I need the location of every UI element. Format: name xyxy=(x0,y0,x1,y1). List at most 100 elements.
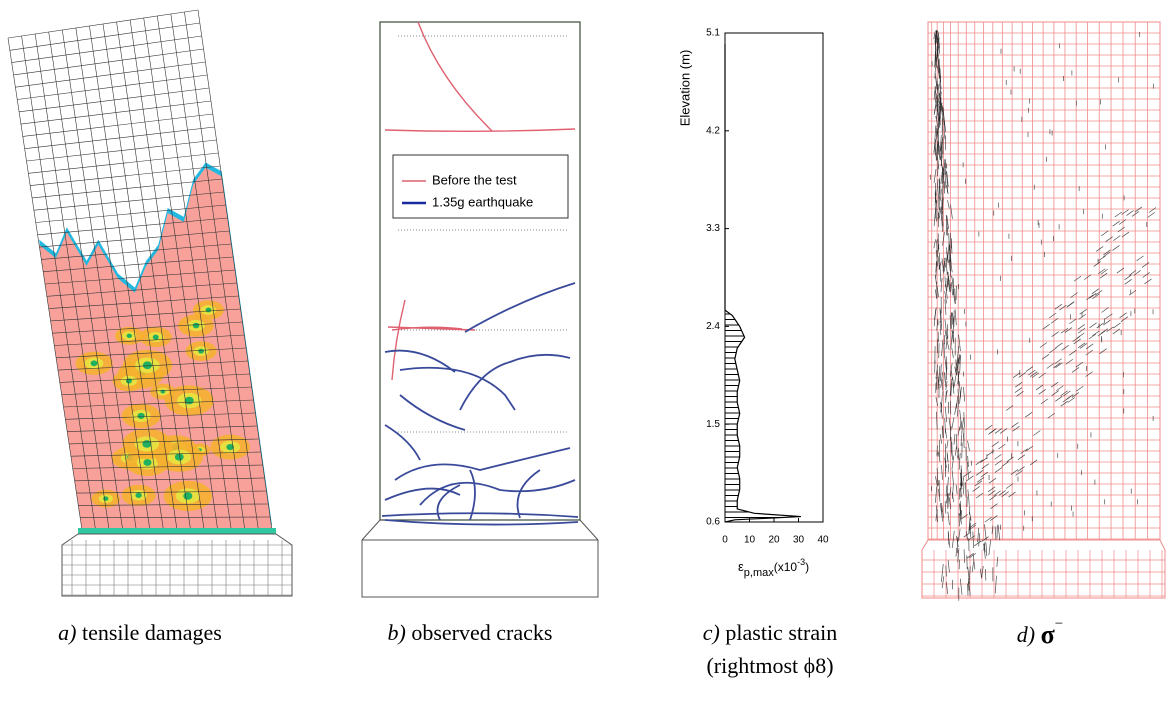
crack-quake xyxy=(420,480,575,505)
stress-arrow xyxy=(994,454,1001,459)
stress-arrow xyxy=(1055,304,1062,309)
legend-label: Before the test xyxy=(432,172,517,187)
x-axis-label: εp,max(x10-3) xyxy=(738,557,809,579)
stress-arrow xyxy=(959,381,960,397)
captions: a) tensile damages b) observed cracks c)… xyxy=(58,616,1063,678)
stress-arrow xyxy=(1018,467,1025,472)
legend-label: 1.35g earthquake xyxy=(432,194,533,209)
stress-arrow xyxy=(939,366,940,382)
y-tick-label: 4.2 xyxy=(706,125,720,136)
stress-arrow xyxy=(1025,412,1032,417)
stress-arrow xyxy=(995,526,996,540)
stress-arrow xyxy=(985,425,992,430)
mesh-line xyxy=(30,166,220,186)
crack-before xyxy=(392,300,405,380)
stress-arrow xyxy=(948,200,950,208)
damage-spot xyxy=(142,440,151,448)
caption: c) plastic strain xyxy=(703,620,837,645)
stress-arrow xyxy=(951,264,952,273)
stress-arrow xyxy=(1096,246,1103,251)
stress-arrow xyxy=(1126,211,1133,216)
stress-arrow xyxy=(940,321,941,335)
mesh-line xyxy=(17,75,207,100)
crack-quake xyxy=(518,470,541,518)
stress-arrow xyxy=(1078,324,1085,329)
stress-arrow xyxy=(1033,430,1040,435)
stress-arrow xyxy=(1113,323,1120,328)
mesh-line xyxy=(25,127,215,149)
x-axis-label-part: -3 xyxy=(797,557,805,567)
x-tick-label: 40 xyxy=(817,535,829,546)
stress-arrow xyxy=(1142,262,1149,267)
y-tick-label: 1.5 xyxy=(706,419,720,430)
stress-arrow xyxy=(947,440,948,448)
stress-arrow xyxy=(966,476,973,481)
stress-arrow xyxy=(988,429,995,434)
stress-arrow xyxy=(1113,221,1120,226)
stress-arrow xyxy=(985,517,992,522)
x-tick-label: 30 xyxy=(793,535,805,546)
caption-text: (rightmost ϕ8) xyxy=(706,653,833,678)
stress-arrow xyxy=(995,468,1002,473)
panel-a xyxy=(8,10,292,596)
caption-label: a) xyxy=(58,620,76,645)
stress-arrow xyxy=(1148,212,1155,217)
stress-arrow xyxy=(1086,350,1093,355)
stress-arrow xyxy=(954,434,955,445)
stress-arrow xyxy=(1106,327,1113,332)
damage-spot xyxy=(153,335,159,340)
stress-arrow xyxy=(1041,399,1048,404)
stress-arrow xyxy=(952,348,954,358)
stress-arrow xyxy=(946,391,947,403)
stress-arrow xyxy=(976,493,983,498)
damage-spot xyxy=(143,361,152,369)
caption-label: b) xyxy=(388,620,406,645)
caption-label: d) xyxy=(1017,622,1035,647)
stress-arrow xyxy=(952,469,953,484)
base-strip xyxy=(78,528,276,534)
mesh-line xyxy=(27,140,217,161)
stress-arrow xyxy=(936,148,937,160)
stress-arrow xyxy=(998,444,1005,449)
stress-arrow xyxy=(960,579,962,595)
stress-arrow xyxy=(1113,236,1120,241)
caption: d) σ− xyxy=(1017,616,1063,649)
stress-arrow xyxy=(942,340,943,356)
stress-arrow xyxy=(989,540,991,556)
stress-arrow xyxy=(1039,389,1046,394)
stress-arrow xyxy=(956,485,957,494)
stress-arrow xyxy=(986,543,987,556)
stress-arrow xyxy=(951,238,952,253)
stress-arrow xyxy=(1055,343,1062,348)
stress-arrow xyxy=(1074,339,1081,344)
stress-arrow xyxy=(964,549,965,562)
damage-spot xyxy=(198,349,204,354)
stress-arrow xyxy=(1112,245,1119,250)
stress-arrow xyxy=(952,417,954,428)
stress-arrow xyxy=(945,299,946,314)
stress-arrow xyxy=(964,412,965,427)
stress-arrow xyxy=(1122,210,1129,215)
stress-arrow xyxy=(968,490,969,505)
stress-arrow xyxy=(1077,333,1084,338)
crack-quake xyxy=(400,368,515,410)
footing-outline xyxy=(362,520,598,597)
damage-spot xyxy=(193,323,200,329)
stress-arrow xyxy=(995,576,996,594)
stress-arrow xyxy=(935,125,936,139)
stress-arrow xyxy=(1097,323,1104,328)
stress-arrow xyxy=(961,421,962,429)
stress-arrow xyxy=(1090,323,1097,328)
stress-arrow xyxy=(1061,401,1068,406)
crack-quake xyxy=(385,489,460,500)
stress-arrow xyxy=(934,239,936,248)
stress-arrow xyxy=(941,564,943,582)
stress-arrow xyxy=(1069,350,1076,355)
crack-quake xyxy=(460,355,570,410)
stress-arrow xyxy=(1125,279,1132,284)
stress-arrow xyxy=(1061,328,1068,333)
crack-quake xyxy=(400,395,465,430)
stress-arrow xyxy=(1047,363,1054,368)
